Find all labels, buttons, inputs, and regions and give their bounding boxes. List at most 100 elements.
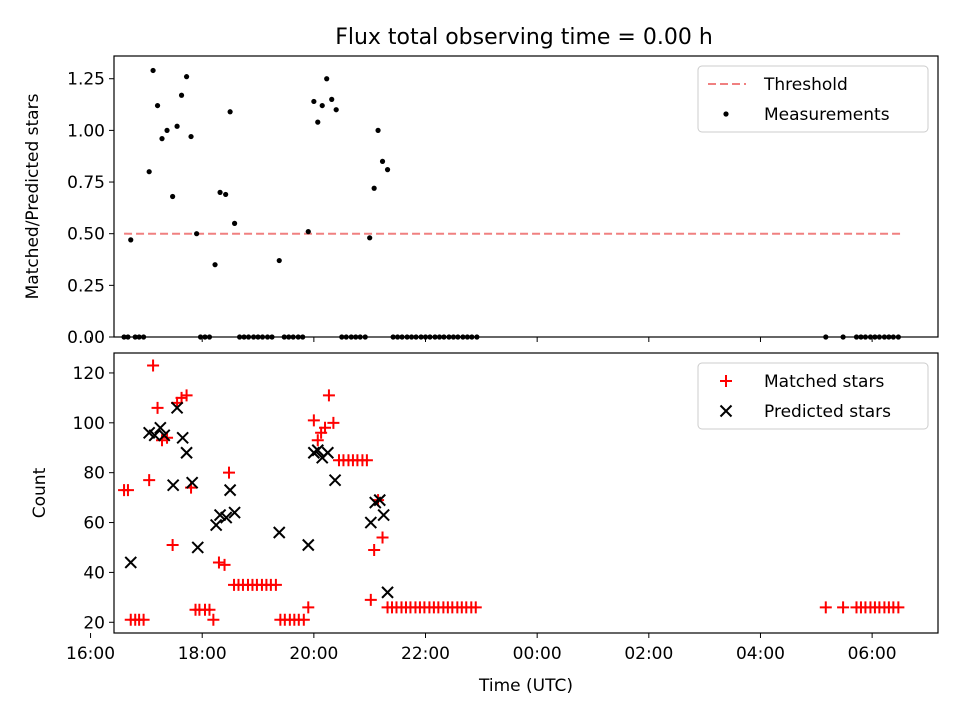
y-tick-label: 20 — [83, 613, 105, 633]
predicted-star-point — [377, 508, 390, 522]
measurement-point — [324, 76, 330, 82]
legend-box — [697, 362, 929, 430]
x-tick-label: 02:00 — [624, 644, 673, 664]
y-tick-label: 0.00 — [67, 328, 105, 348]
measurement-point — [174, 123, 180, 129]
measurement-point — [188, 133, 194, 140]
matched-star-point — [203, 603, 216, 616]
x-tick-label: 06:00 — [848, 644, 897, 664]
measurement-point — [183, 74, 190, 80]
measurement-point — [217, 189, 223, 195]
legend-box — [697, 65, 929, 133]
x-tick-label: 20:00 — [289, 644, 338, 664]
predicted-star-point — [166, 478, 180, 492]
matched-star-point — [302, 601, 315, 614]
y-tick-label: 1.25 — [67, 70, 105, 90]
matched-star-point — [121, 484, 134, 497]
predicted-star-point — [170, 401, 184, 415]
panel-ratio: 0.00 0.25 0.50 0.75 1.00 1.25 Matched/Predicte… — [23, 55, 939, 348]
predicted-star-point — [148, 429, 161, 442]
plot-frame — [113, 352, 939, 634]
predicted-star-point — [158, 429, 171, 442]
measurement-point — [305, 229, 311, 235]
legend-label: Matched stars — [764, 372, 884, 392]
measurement-point — [150, 67, 156, 74]
predicted-star-point — [321, 446, 335, 459]
predicted-star-point — [302, 538, 315, 552]
matched-star-point — [360, 454, 373, 467]
measurement-point — [194, 231, 200, 237]
predicted-star-point — [220, 511, 233, 524]
measurement-point — [223, 191, 229, 198]
y-axis-label: Count — [30, 467, 50, 518]
legend-label: Predicted stars — [764, 402, 891, 422]
matched-star-point — [311, 434, 324, 447]
predicted-star-point — [209, 518, 223, 532]
matched-star-point — [892, 601, 905, 614]
y-axis-label: Matched/Predicted stars — [23, 93, 43, 299]
predicted-star-point — [180, 446, 193, 459]
measurement-point — [128, 237, 134, 243]
measurement-point — [367, 235, 373, 241]
predicted-star-point — [223, 483, 237, 497]
y-tick-label: 120 — [73, 364, 105, 384]
x-tick-label: 18:00 — [178, 644, 227, 664]
matched-star-point — [137, 613, 150, 626]
matched-star-point — [269, 578, 282, 591]
predicted-star-point — [228, 506, 241, 519]
measurement-point — [384, 167, 391, 173]
matched-star-point — [151, 401, 164, 414]
matched-star-point — [469, 601, 482, 614]
legend-marker-swatch — [720, 375, 732, 387]
y-tick-label: 1.00 — [67, 121, 105, 141]
y-tick-label: 60 — [83, 514, 105, 534]
matched-star-point — [180, 389, 193, 402]
matched-star-point — [212, 556, 225, 569]
x-tick-label: 22:00 — [401, 644, 450, 664]
plot-frame — [113, 55, 939, 338]
predicted-star-point — [176, 431, 189, 444]
measurement-point — [178, 92, 185, 98]
measurement-point — [329, 96, 335, 102]
predicted-star-point — [381, 586, 394, 599]
matched-star-point — [175, 391, 188, 404]
matched-star-point — [322, 389, 335, 402]
predicted-star-point — [154, 421, 167, 435]
matched-star-point — [307, 414, 320, 427]
predicted-star-point — [373, 493, 386, 507]
measurement-point — [311, 98, 317, 105]
matched-star-point — [207, 613, 220, 626]
matched-star-point — [327, 416, 340, 429]
y-tick-label: 40 — [83, 563, 105, 583]
measurement-point — [319, 102, 325, 109]
measurement-point — [146, 169, 152, 175]
legend: Matched stars Predicted stars — [697, 362, 929, 430]
matched-star-point — [166, 538, 179, 551]
predicted-star-point — [364, 516, 378, 529]
matched-star-point — [143, 474, 156, 487]
measurement-point — [164, 127, 170, 133]
chart-title: Flux total observing time = 0.00 h — [335, 25, 713, 50]
matched-star-point — [364, 593, 377, 606]
matched-star-point — [319, 421, 332, 434]
legend-marker-swatch — [723, 111, 729, 117]
measurement-point — [375, 127, 381, 133]
y-tick-label: 100 — [73, 414, 105, 434]
measurement-point — [159, 136, 165, 142]
measurement-point — [371, 185, 377, 191]
matched-star-point — [218, 558, 231, 571]
x-tick-label: 04:00 — [736, 644, 785, 664]
matched-star-point — [223, 466, 236, 479]
matched-star-point — [819, 601, 832, 614]
matched-star-point — [376, 531, 389, 544]
predicted-star-point — [185, 476, 199, 489]
measurement-point — [231, 220, 238, 226]
measurement-point — [379, 158, 386, 164]
measurement-point — [170, 193, 176, 200]
predicted-star-point — [311, 444, 324, 457]
predicted-star-point — [328, 473, 342, 487]
matched-star-point — [368, 543, 381, 556]
legend-label: Measurements — [764, 105, 890, 125]
y-tick-label: 80 — [83, 464, 105, 484]
